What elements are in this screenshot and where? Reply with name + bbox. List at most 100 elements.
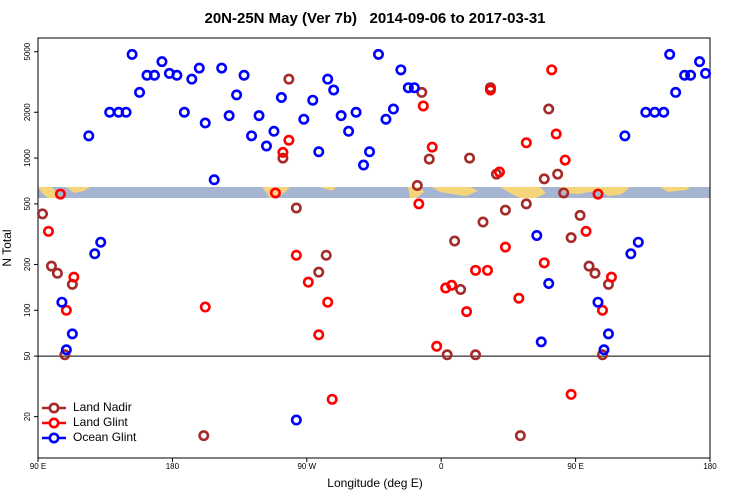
data-point [565, 232, 577, 244]
data-point [307, 94, 319, 106]
data-point [198, 430, 210, 442]
data-point [89, 248, 101, 260]
data-point [513, 292, 525, 304]
y-tick-label: 500 [23, 197, 32, 211]
data-point [625, 248, 637, 260]
data-point [246, 130, 258, 142]
data-point [59, 349, 71, 361]
data-point [290, 249, 302, 261]
data-point [199, 117, 211, 129]
data-point [670, 86, 682, 98]
data-point [56, 296, 68, 308]
y-tick-label: 2000 [23, 103, 32, 121]
x-tick-label: 90 E [567, 462, 583, 471]
data-point [208, 174, 220, 186]
y-tick-label: 20 [23, 412, 32, 421]
data-point [120, 106, 132, 118]
map-strip [38, 187, 710, 198]
data-point [268, 125, 280, 137]
data-point [535, 336, 547, 348]
data-point [290, 202, 302, 214]
data-point [685, 69, 697, 81]
data-point [275, 92, 287, 104]
data-point [231, 89, 243, 101]
data-point [679, 69, 691, 81]
data-point [313, 329, 325, 341]
x-axis-label: Longitude (deg E) [327, 476, 422, 490]
data-point [253, 110, 265, 122]
data-point [358, 159, 370, 171]
data-point [51, 267, 63, 279]
legend-marker [48, 402, 60, 414]
data-point [583, 260, 595, 272]
data-point [313, 266, 325, 278]
data-point [387, 103, 399, 115]
data-point [531, 229, 543, 241]
y-axis-label: N Total [0, 229, 14, 266]
data-point [408, 82, 420, 94]
data-point [446, 279, 458, 291]
data-point [283, 134, 295, 146]
data-point [493, 166, 505, 178]
data-point [481, 264, 493, 276]
land-shapes [38, 187, 690, 198]
data-point [417, 100, 429, 112]
data-point [423, 153, 435, 165]
data-point [411, 180, 423, 192]
data-point [543, 103, 555, 115]
data-point [499, 241, 511, 253]
data-point [477, 216, 489, 228]
data-point [216, 62, 228, 74]
data-point [290, 414, 302, 426]
data-point [543, 277, 555, 289]
y-tick-label: 200 [23, 257, 32, 271]
data-point [426, 141, 438, 153]
data-point [640, 106, 652, 118]
y-tick-label: 5000 [23, 42, 32, 60]
data-point [464, 152, 476, 164]
data-point [104, 106, 116, 118]
data-point [269, 187, 281, 199]
legend-label: Ocean Glint [73, 430, 137, 444]
data-point [313, 146, 325, 158]
data-point [592, 296, 604, 308]
x-tick-label: 0 [439, 462, 444, 471]
data-point [83, 130, 95, 142]
data-point [199, 301, 211, 313]
data-point [592, 188, 604, 200]
data-point [596, 304, 608, 316]
data-point [238, 69, 250, 81]
data-point [449, 235, 461, 247]
data-point [499, 204, 511, 216]
data-point [45, 260, 57, 272]
data-point [694, 56, 706, 68]
data-point [455, 283, 467, 295]
data-point [186, 73, 198, 85]
data-point [277, 146, 289, 158]
data-point [559, 154, 571, 166]
data-point [461, 306, 473, 318]
data-point [550, 128, 562, 140]
data-point [520, 198, 532, 210]
data-point [223, 110, 235, 122]
data-point [364, 146, 376, 158]
y-tick-label: 50 [23, 351, 32, 360]
data-point [580, 225, 592, 237]
data-point [470, 264, 482, 276]
data-point [322, 73, 334, 85]
data-point [431, 340, 443, 352]
plot-frame [37, 37, 711, 459]
data-point [283, 73, 295, 85]
data-point [260, 140, 272, 152]
legend-label: Land Nadir [73, 400, 132, 414]
data-point [565, 388, 577, 400]
data-point [148, 69, 160, 81]
data-point [95, 236, 107, 248]
data-point [343, 125, 355, 137]
y-tick-label: 100 [23, 303, 32, 317]
data-point [126, 48, 138, 60]
data-point [520, 137, 532, 149]
data-point [413, 198, 425, 210]
data-point [658, 106, 670, 118]
data-point [552, 168, 564, 180]
